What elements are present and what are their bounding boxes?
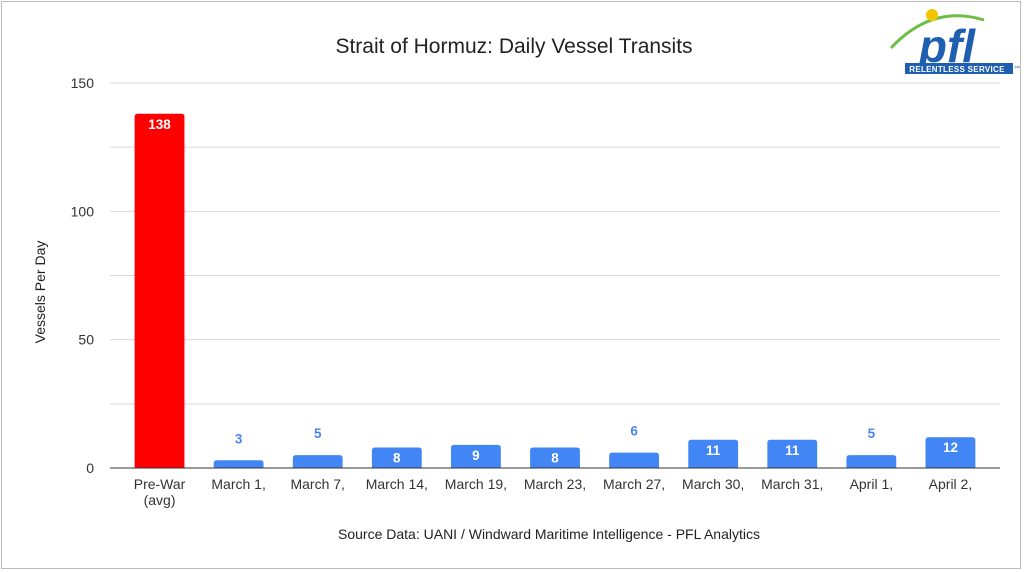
logo-dot [926,9,938,21]
y-tick-label: 50 [78,332,94,348]
bar [609,452,660,468]
data-label: 11 [706,443,721,458]
bar [213,460,264,468]
x-tick-label: March 7, [290,476,344,492]
source-note: Source Data: UANI / Windward Maritime In… [338,526,760,542]
bar [292,455,343,468]
y-axis-label: Vessels Per Day [32,241,48,344]
bar [371,447,422,468]
logo-trademark: ™ [1014,65,1020,72]
x-tick-label: March 1, [211,476,265,492]
bar [134,113,185,469]
data-label: 5 [868,426,876,441]
bar [530,447,580,468]
x-tick-label: March 30, [682,476,744,492]
x-tick-label: Pre-War [134,476,186,492]
gridlines [110,82,1000,405]
data-label: 3 [235,431,243,446]
data-label: 11 [785,443,800,458]
data-label: 8 [551,450,559,465]
data-label: 138 [148,117,171,132]
chart-title: Strait of Hormuz: Daily Vessel Transits [335,35,692,58]
x-tick-label: April 2, [929,476,973,492]
x-tick-label: March 19, [445,476,507,492]
y-tick-label: 0 [86,460,94,476]
x-tick-label: March 23, [524,476,586,492]
bar [450,444,501,468]
bars [134,113,976,469]
x-tick-label: March 14, [366,476,428,492]
data-label: 12 [943,440,958,455]
bar [688,439,739,468]
y-axis-ticks: 0 50 100 150 [71,75,95,476]
pfl-logo: pfl RELENTLESS SERVICE ™ [889,9,1020,74]
x-tick-label: March 31, [761,476,823,492]
x-axis-ticks: Pre-War(avg) March 1, March 7, March 14, Mar… [134,476,972,508]
x-tick-label: March 27, [603,476,665,492]
data-labels: 138 3 5 8 9 8 6 11 11 5 12 [148,117,958,466]
logo-tagline: RELENTLESS SERVICE [909,65,1005,74]
data-label: 9 [472,448,480,463]
y-tick-label: 150 [71,75,95,91]
data-label: 8 [393,450,401,465]
data-label: 5 [314,426,322,441]
bar [846,455,897,468]
data-label: 6 [630,424,638,439]
x-tick-label: April 1, [850,476,894,492]
x-tick-label: (avg) [144,492,176,508]
y-tick-label: 100 [71,203,95,219]
bar [925,437,976,468]
bar [767,439,818,468]
logo-tagline-band [905,63,1013,74]
